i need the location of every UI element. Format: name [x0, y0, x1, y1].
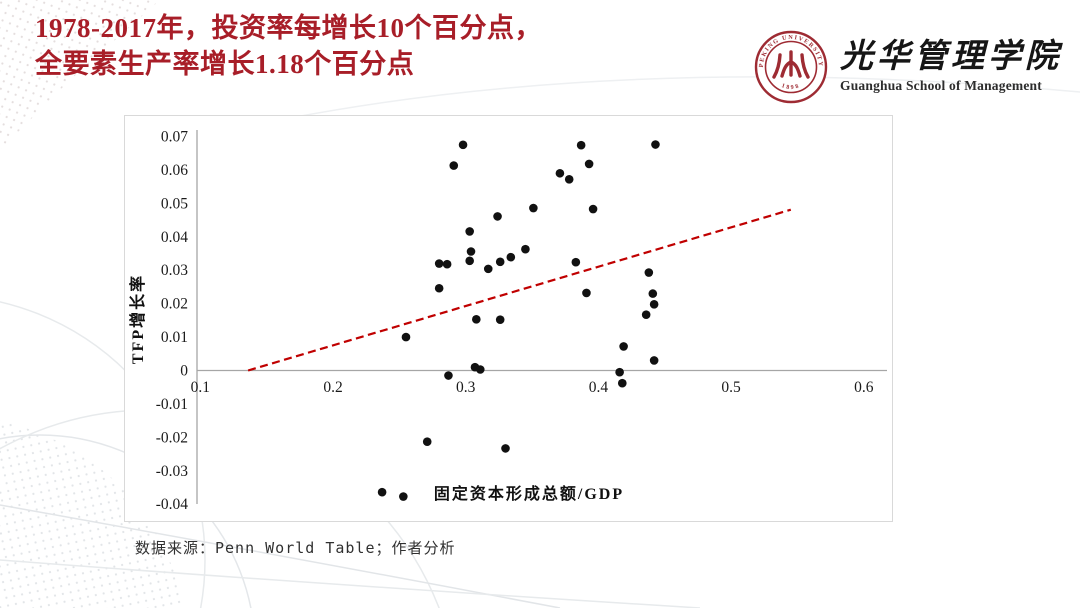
trend-line — [247, 208, 792, 372]
logo-chinese-name: 光华管理学院 — [840, 39, 1062, 76]
slide-title-line2: 全要素生产率增长1.18个百分点 — [35, 49, 415, 80]
svg-text:-0.04: -0.04 — [156, 496, 189, 513]
logo-wordmark: 光华管理学院 Guanghua School of Management — [840, 40, 1062, 94]
guanghua-logo: PEKING UNIVERSITY 1898 光华管理学院 Guanghua S… — [754, 30, 1062, 104]
slide-title-line1: 1978-2017年，投资率每增长10个百分点， — [35, 13, 542, 43]
logo-english-name: Guanghua School of Management — [840, 77, 1042, 93]
data-source-note: 数据来源：Penn World Table；作者分析 — [135, 539, 456, 557]
svg-text:0: 0 — [180, 363, 188, 380]
svg-text:0.04: 0.04 — [161, 229, 188, 246]
seal-emblem — [772, 50, 810, 79]
svg-text:0.5: 0.5 — [721, 379, 741, 396]
svg-text:0.01: 0.01 — [161, 329, 188, 346]
svg-text:0.03: 0.03 — [161, 262, 188, 279]
svg-text:0.02: 0.02 — [161, 296, 188, 313]
svg-text:-0.01: -0.01 — [156, 396, 188, 413]
y-axis-tick-labels: 0.07 0.06 0.05 0.04 0.03 0.02 0.01 0 -0.01 -0.02 -… — [156, 128, 189, 513]
svg-text:0.3: 0.3 — [456, 379, 476, 396]
svg-text:0.6: 0.6 — [854, 379, 874, 396]
slide-title: 1978-2017年，投资率每增长10个百分点， 全要素生产率增长1.18个百分… — [35, 10, 542, 83]
svg-text:0.2: 0.2 — [323, 379, 342, 396]
svg-text:0.4: 0.4 — [589, 379, 609, 396]
y-axis-title: TFP增长率 — [128, 274, 147, 364]
scatter-chart-card: 0.07 0.06 0.05 0.04 0.03 0.02 0.01 0 -0.01 -0.02 -… — [124, 115, 893, 522]
svg-text:0.07: 0.07 — [161, 128, 188, 145]
tfp-investment-scatter-chart: 0.07 0.06 0.05 0.04 0.03 0.02 0.01 0 -0.01 -0.02 -… — [128, 128, 887, 513]
svg-text:0.05: 0.05 — [161, 195, 188, 212]
svg-text:0.06: 0.06 — [161, 162, 188, 179]
svg-text:0.1: 0.1 — [191, 379, 210, 396]
x-axis-tick-labels: 0.1 0.2 0.3 0.4 0.5 0.6 — [191, 379, 874, 396]
svg-text:-0.03: -0.03 — [156, 463, 189, 480]
x-axis-title: 固定资本形成总额/GDP — [434, 484, 624, 503]
chart-axes — [196, 130, 887, 504]
svg-text:-0.02: -0.02 — [156, 429, 188, 446]
pku-seal-icon: PEKING UNIVERSITY 1898 — [754, 30, 828, 104]
